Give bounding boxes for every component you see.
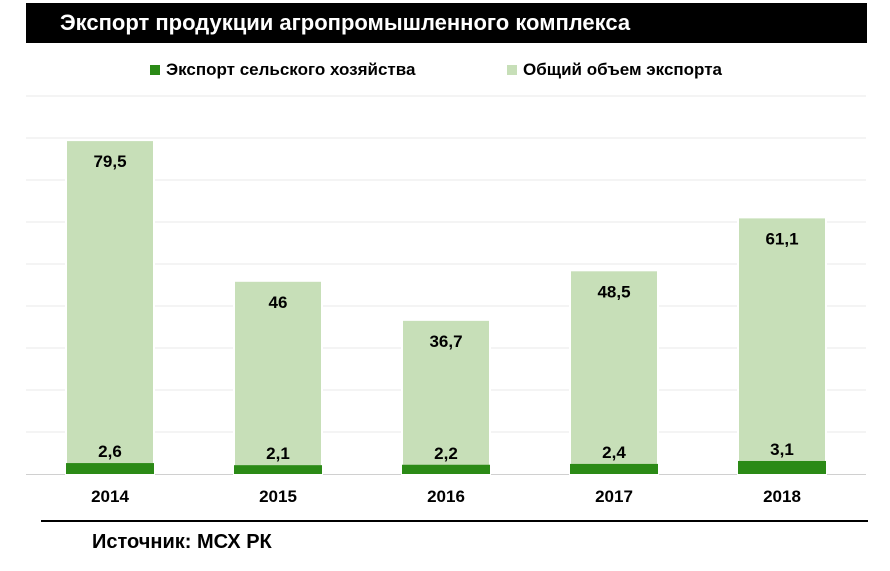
data-label-total-2017: 48,5 [597,282,630,301]
chart-title: Экспорт продукции агропромышленного комп… [60,10,631,35]
bar-total-export-2014 [65,139,155,475]
legend-swatch-agri-export [150,65,160,75]
bar-agri-export-2017 [570,463,658,474]
x-axis-ticks: 2014 2015 2016 2017 2018 [91,487,801,506]
legend: Экспорт сельского хозяйства Общий объем … [0,58,890,82]
data-label-agri-2016: 2,2 [434,444,458,463]
x-tick-label-2014: 2014 [91,487,129,506]
x-tick-label-2018: 2018 [763,487,801,506]
data-label-total-2016: 36,7 [429,332,462,351]
bar-total-export-2015 [233,279,323,475]
x-tick-label-2017: 2017 [595,487,633,506]
legend-item-total-export: Общий объем экспорта [507,58,722,82]
bar-total-export-2018 [737,216,827,475]
legend-label-total-export: Общий объем экспорта [523,60,722,79]
bar-agri-export-2014 [66,463,154,474]
data-label-total-2018: 61,1 [765,229,798,248]
bar-agri-export-2016 [402,464,490,474]
data-label-agri-2018: 3,1 [770,440,794,459]
legend-swatch-total-export [507,65,517,75]
data-label-total-2014: 79,5 [93,152,126,171]
bar-agri-export-2018 [738,460,826,474]
bar-agri-export-2015 [234,465,322,474]
legend-item-agri-export: Экспорт сельского хозяйства [150,58,415,82]
data-label-total-2015: 46 [269,293,288,312]
footer-divider [41,520,868,522]
data-label-agri-2017: 2,4 [602,443,626,462]
legend-label-agri-export: Экспорт сельского хозяйства [166,60,416,79]
data-label-agri-2014: 2,6 [98,442,122,461]
bars [65,139,827,475]
x-tick-label-2016: 2016 [427,487,465,506]
title-bar: Экспорт продукции агропромышленного комп… [26,3,867,43]
x-tick-label-2015: 2015 [259,487,297,506]
data-label-agri-2015: 2,1 [266,444,290,463]
source-note: Источник: МСХ РК [92,531,272,553]
bar-total-export-2017 [569,269,659,475]
data-labels: 79,5 2,6 46 2,1 36,7 2,2 48,5 2,4 61,1 3,1 [93,152,798,463]
bar-total-export-2016 [401,318,491,475]
